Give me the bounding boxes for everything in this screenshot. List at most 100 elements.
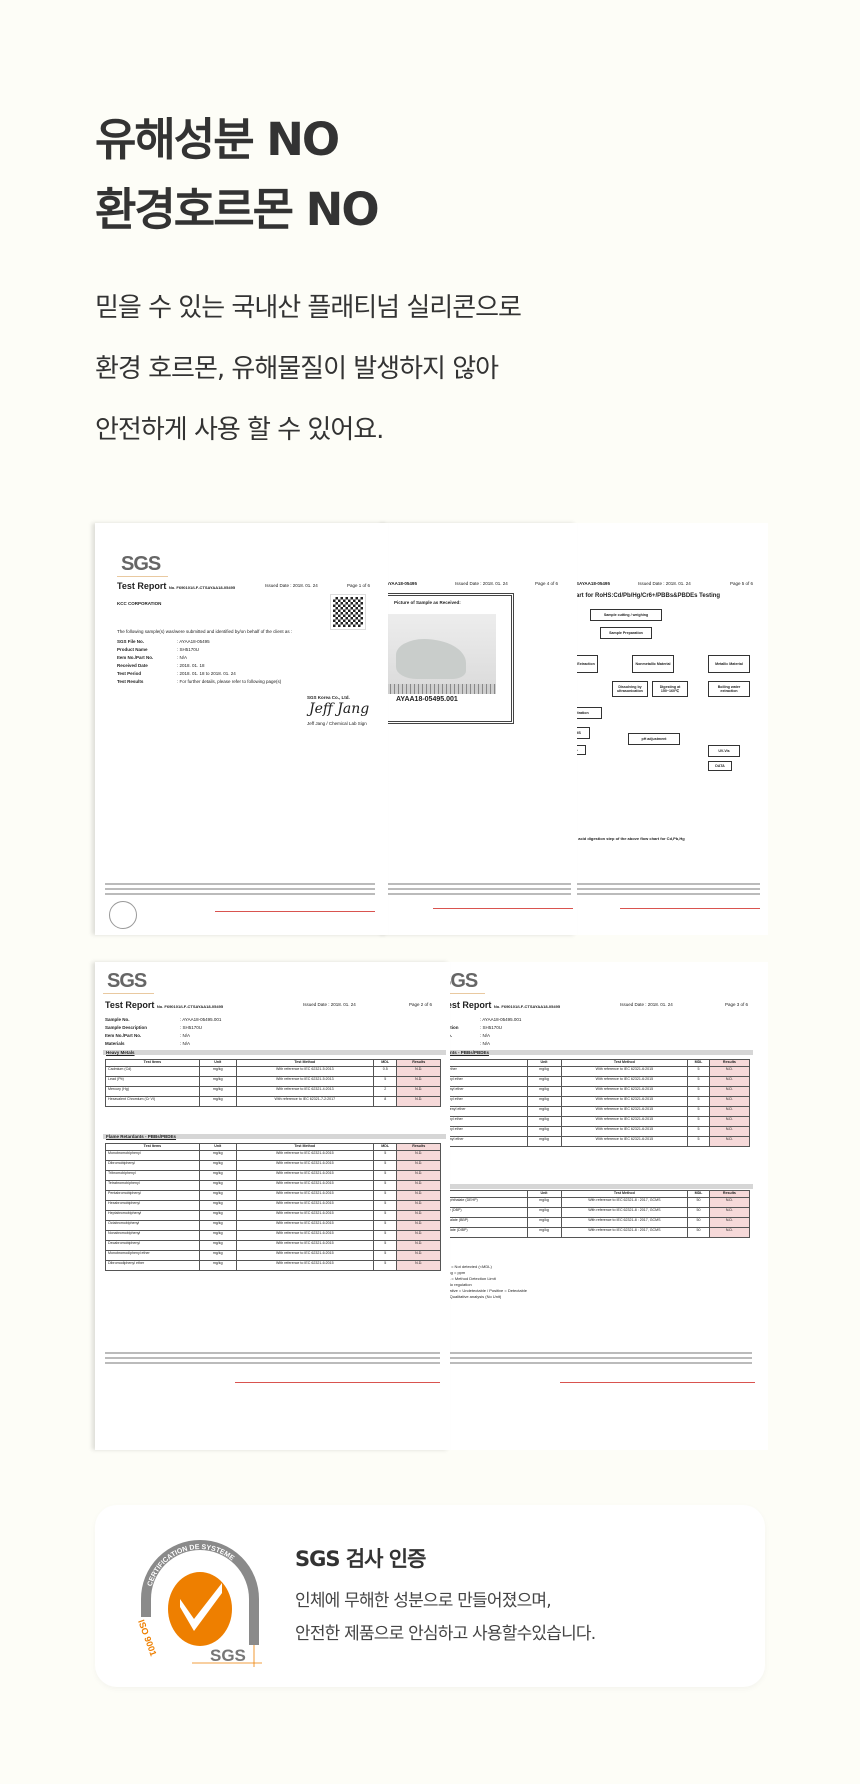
table-cell: 8 bbox=[372, 1096, 398, 1107]
flame-retardants-table: Test Items Unit Test Method MDL Results Monob… bbox=[105, 1143, 441, 1271]
table-row: Dibromobiphenyl mg/kg With reference to IE… bbox=[105, 1160, 441, 1171]
table-cell: mg/kg bbox=[198, 1210, 237, 1221]
table-cell: Results bbox=[396, 1059, 441, 1067]
field-value: : N/A bbox=[177, 655, 188, 660]
field-label: Received Date bbox=[117, 663, 148, 668]
table-cell: Hexabromobiphenyl bbox=[105, 1200, 200, 1211]
flowchart-box: Sample Preparation bbox=[600, 627, 652, 639]
table-cell: mg/kg bbox=[198, 1190, 237, 1201]
table-cell: Decabromobiphenyl bbox=[105, 1240, 200, 1251]
field-row: Item No./Part No. : N/A bbox=[117, 654, 281, 662]
flowchart-box: UV-Vis bbox=[708, 745, 740, 757]
table-cell: With reference to IEC 62321-6:2015 bbox=[235, 1220, 374, 1231]
table-cell: phenyl ether bbox=[440, 1096, 528, 1107]
table-row: iphenyl ether mg/kg With reference to IEC … bbox=[440, 1086, 751, 1097]
table-cell: N.D. bbox=[396, 1230, 441, 1241]
table-row: alate (DBP) mg/kg With reference to IEC 62… bbox=[440, 1207, 751, 1218]
flowchart-box: pH adjustment bbox=[628, 733, 680, 745]
section-heading: rdants - PBBs/PBDEs bbox=[440, 1050, 753, 1055]
issued-date: Issued Date : 2018. 01. 24 bbox=[303, 1002, 356, 1007]
table-cell: N.D. bbox=[396, 1160, 441, 1171]
table-cell: With reference to IEC 62321-6:2015 bbox=[560, 1136, 689, 1147]
table-cell: With reference to IEC 62321-6:2015 bbox=[235, 1260, 374, 1271]
table-cell bbox=[440, 1059, 528, 1067]
table-cell: N.D. bbox=[396, 1180, 441, 1191]
table-row: Monobromobiphenyl mg/kg With reference to … bbox=[105, 1150, 441, 1161]
table-cell: 50 bbox=[687, 1217, 710, 1228]
report-title: Test Report bbox=[117, 581, 167, 591]
report-ref: AYAA18-05495 bbox=[386, 581, 417, 586]
table-cell: 5 bbox=[687, 1106, 710, 1117]
note-line: mg/kg = ppm bbox=[442, 1270, 466, 1275]
table-cell: mg/kg bbox=[198, 1250, 237, 1261]
table-cell: Unit bbox=[198, 1143, 237, 1151]
table-cell: Test Items bbox=[105, 1143, 200, 1151]
report-fields: SGS File No.: AYAA18-05495 Product Name: … bbox=[117, 638, 281, 686]
table-cell: Dibromodiphenyl ether bbox=[105, 1260, 200, 1271]
certification-description: 인체에 무해한 성분으로 만들어졌으며, 안전한 제품으로 안심하고 사용할수있… bbox=[295, 1585, 596, 1651]
field-row: Product Name: SH5170U bbox=[117, 646, 281, 654]
table-cell: mg/kg bbox=[526, 1086, 562, 1097]
table-cell: Nonabromobiphenyl bbox=[105, 1230, 200, 1241]
table-cell: With reference to IEC 62321-6:2015 bbox=[235, 1230, 374, 1241]
field-row: Item No./Part No.: N/A bbox=[105, 1032, 221, 1040]
table-cell: With reference to IEC 62321-6:2015 bbox=[560, 1126, 689, 1137]
table-row: Hexabromobiphenyl mg/kg With reference to … bbox=[105, 1200, 441, 1211]
table-cell: mg/kg bbox=[526, 1217, 562, 1228]
table-cell: N.D. bbox=[396, 1220, 441, 1231]
table-cell: 50 bbox=[687, 1227, 710, 1238]
table-cell: xyl) phthalate (DEHP) bbox=[440, 1197, 528, 1208]
table-row: Tribromobiphenyl mg/kg With reference to I… bbox=[105, 1170, 441, 1181]
table-cell: With reference to IEC 62321-6:2015 bbox=[235, 1200, 374, 1211]
note-line: ** = Qualitative analysis (No Unit) bbox=[442, 1294, 502, 1299]
field-label: Item No./Part No. bbox=[117, 655, 154, 660]
table-row: Hexavalent Chromium (Cr VI) mg/kg With ref… bbox=[105, 1096, 441, 1107]
table-cell: 5 bbox=[372, 1180, 398, 1191]
report-notes: N.D. = Not detected (<MDL) mg/kg = ppm MDL… bbox=[442, 1264, 527, 1300]
field-label: Test Period bbox=[117, 671, 142, 676]
page-number: Page 1 of 6 bbox=[347, 583, 371, 588]
field-row: t No.: N/A bbox=[442, 1032, 521, 1040]
table-cell: With reference to IEC 62321-4:2013 bbox=[235, 1086, 374, 1097]
section-heading-flame-retardants: Flame Retardants - PBBs/PBDEs bbox=[103, 1134, 446, 1139]
table-cell: nyl ether bbox=[440, 1066, 528, 1077]
table-row: Lead (Pb) mg/kg With reference to IEC 6232… bbox=[105, 1076, 441, 1087]
table-cell: Dibromobiphenyl bbox=[105, 1160, 200, 1171]
table-cell: With reference to IEC 62321-8 : 2017, GC… bbox=[560, 1197, 689, 1208]
table-cell: mg/kg bbox=[198, 1066, 237, 1077]
table-cell: MDL bbox=[687, 1059, 710, 1067]
table-cell: With reference to IEC 62321-6:2015 bbox=[560, 1096, 689, 1107]
table-cell: N.D. bbox=[708, 1197, 751, 1208]
sgs-logo: SGS bbox=[103, 970, 155, 994]
field-label: Sample Description bbox=[105, 1025, 148, 1030]
field-row: Test Period: 2018. 01. 18 to 2018. 01. 2… bbox=[117, 670, 281, 678]
field-row: : N/A bbox=[442, 1040, 521, 1048]
table-cell: Cadmium (Cd) bbox=[105, 1066, 200, 1077]
qr-code bbox=[330, 594, 366, 630]
table-cell: With reference to IEC 62321-5:2013 bbox=[235, 1076, 374, 1087]
table-cell: iphenyl ether bbox=[440, 1086, 528, 1097]
flowchart-box: DATA bbox=[708, 761, 732, 771]
table-row: Tetrabromobiphenyl mg/kg With reference to… bbox=[105, 1180, 441, 1191]
table-cell: 50 bbox=[687, 1197, 710, 1208]
table-row: Heptabromobiphenyl mg/kg With reference to… bbox=[105, 1210, 441, 1221]
table-cell: mg/kg bbox=[198, 1200, 237, 1211]
table-cell: N.D. bbox=[396, 1076, 441, 1087]
field-row: Received Date: 2018. 01. 18 bbox=[117, 662, 281, 670]
field-value: : SH5170U bbox=[480, 1025, 503, 1030]
sample-photo bbox=[386, 614, 496, 694]
flowchart-box: Sample cutting / weighing bbox=[590, 609, 662, 621]
table-cell: Test Method bbox=[235, 1059, 374, 1067]
certification-line-2: 안전한 제품으로 안심하고 사용할수있습니다. bbox=[295, 1624, 596, 1644]
table-cell: With reference to IEC 62321-6:2015 bbox=[235, 1180, 374, 1191]
field-label: SGS File No. bbox=[117, 639, 145, 644]
table-row: diphenyl ether mg/kg With reference to IEC… bbox=[440, 1106, 751, 1117]
table-cell: 5 bbox=[687, 1116, 710, 1127]
seal-iso-text: ISO 9001 bbox=[136, 1618, 158, 1657]
table-cell: Lead (Pb) bbox=[105, 1076, 200, 1087]
table-row: Pentabromobiphenyl mg/kg With reference to… bbox=[105, 1190, 441, 1201]
section-divider bbox=[440, 1184, 753, 1189]
table-cell: Results bbox=[708, 1059, 751, 1067]
